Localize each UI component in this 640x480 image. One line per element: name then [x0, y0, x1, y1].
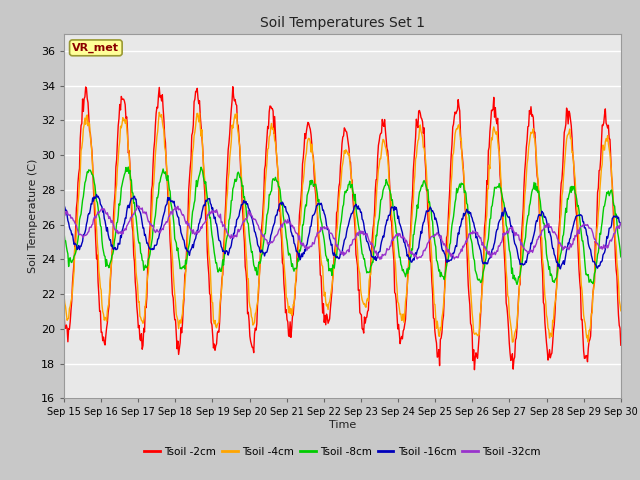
Tsoil -16cm: [411, 252, 419, 258]
Tsoil -2cm: [428, 260, 435, 265]
Tsoil -32cm: [185, 220, 193, 226]
Tsoil -2cm: [184, 216, 192, 222]
Tsoil -8cm: [214, 269, 222, 275]
Tsoil -2cm: [229, 84, 237, 90]
Tsoil -8cm: [124, 164, 132, 170]
Tsoil -8cm: [60, 229, 68, 235]
Tsoil -16cm: [428, 206, 435, 212]
Tsoil -2cm: [617, 342, 625, 348]
Tsoil -2cm: [214, 330, 221, 336]
Tsoil -32cm: [428, 234, 436, 240]
Tsoil -16cm: [70, 241, 78, 247]
Tsoil -2cm: [60, 310, 68, 315]
Tsoil -4cm: [127, 189, 135, 195]
Tsoil -32cm: [60, 211, 68, 216]
Tsoil -32cm: [412, 252, 419, 258]
Tsoil -8cm: [428, 206, 435, 212]
Tsoil -8cm: [411, 223, 419, 229]
Tsoil -32cm: [134, 203, 141, 208]
Tsoil -32cm: [70, 218, 78, 224]
X-axis label: Time: Time: [329, 420, 356, 430]
Line: Tsoil -2cm: Tsoil -2cm: [64, 87, 621, 370]
Text: VR_met: VR_met: [72, 43, 119, 53]
Tsoil -32cm: [376, 256, 384, 262]
Tsoil -2cm: [127, 203, 135, 208]
Tsoil -32cm: [617, 220, 625, 226]
Tsoil -2cm: [70, 259, 78, 264]
Tsoil -16cm: [60, 202, 68, 208]
Tsoil -8cm: [70, 253, 78, 259]
Tsoil -4cm: [428, 242, 435, 248]
Tsoil -4cm: [156, 109, 163, 115]
Tsoil -16cm: [128, 195, 136, 201]
Tsoil -4cm: [411, 173, 419, 179]
Tsoil -2cm: [411, 145, 419, 151]
Tsoil -4cm: [584, 339, 592, 345]
Tsoil -4cm: [185, 220, 193, 226]
Tsoil -8cm: [185, 243, 193, 249]
Tsoil -16cm: [557, 266, 564, 272]
Line: Tsoil -8cm: Tsoil -8cm: [64, 167, 621, 284]
Tsoil -32cm: [214, 213, 222, 219]
Line: Tsoil -4cm: Tsoil -4cm: [64, 112, 621, 342]
Tsoil -16cm: [617, 222, 625, 228]
Tsoil -16cm: [214, 232, 222, 238]
Legend: Tsoil -2cm, Tsoil -4cm, Tsoil -8cm, Tsoil -16cm, Tsoil -32cm: Tsoil -2cm, Tsoil -4cm, Tsoil -8cm, Tsoi…: [140, 443, 545, 461]
Tsoil -32cm: [127, 215, 135, 220]
Tsoil -2cm: [470, 367, 478, 372]
Tsoil -8cm: [617, 254, 625, 260]
Line: Tsoil -32cm: Tsoil -32cm: [64, 205, 621, 259]
Tsoil -16cm: [93, 192, 100, 197]
Tsoil -4cm: [214, 320, 222, 326]
Tsoil -4cm: [60, 292, 68, 298]
Tsoil -4cm: [70, 268, 78, 274]
Tsoil -8cm: [128, 190, 136, 195]
Title: Soil Temperatures Set 1: Soil Temperatures Set 1: [260, 16, 425, 30]
Tsoil -8cm: [513, 281, 521, 287]
Tsoil -4cm: [617, 308, 625, 313]
Line: Tsoil -16cm: Tsoil -16cm: [64, 194, 621, 269]
Y-axis label: Soil Temperature (C): Soil Temperature (C): [28, 159, 38, 273]
Tsoil -16cm: [185, 249, 193, 255]
